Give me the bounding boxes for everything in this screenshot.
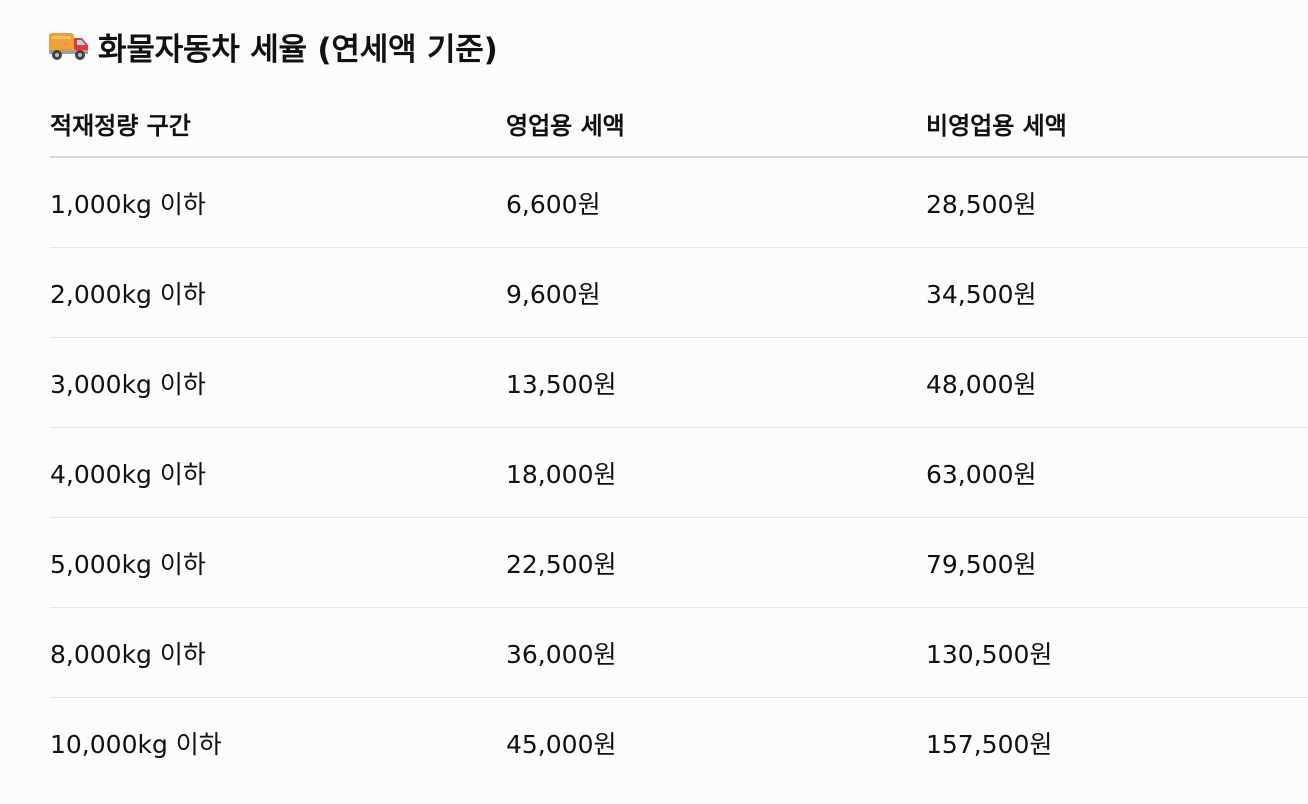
load-range-cell: 10,000kg 이하 <box>50 729 222 759</box>
noncommercial-tax-cell: 63,000원 <box>926 459 1037 489</box>
noncommercial-tax-cell: 130,500원 <box>926 639 1053 669</box>
commercial-tax-cell: 6,600원 <box>506 189 601 219</box>
page-title: 화물자동차 세율 (연세액 기준) <box>48 20 498 72</box>
commercial-tax-cell: 45,000원 <box>506 729 617 759</box>
commercial-tax-cell: 18,000원 <box>506 459 617 489</box>
table-row: 2,000kg 이하 9,600원 34,500원 <box>50 248 1308 338</box>
commercial-tax-cell: 22,500원 <box>506 549 617 579</box>
table-row: 3,000kg 이하 13,500원 48,000원 <box>50 338 1308 428</box>
page-title-text: 화물자동차 세율 (연세액 기준) <box>98 31 498 68</box>
load-range-cell: 5,000kg 이하 <box>50 549 206 579</box>
table-header-row: 적재정량 구간 영업용 세액 비영업용 세액 <box>50 90 1308 158</box>
commercial-tax-cell: 36,000원 <box>506 639 617 669</box>
load-range-cell: 3,000kg 이하 <box>50 369 206 399</box>
noncommercial-tax-cell: 79,500원 <box>926 549 1037 579</box>
column-header-load-range: 적재정량 구간 <box>50 111 191 140</box>
delivery-truck-icon <box>48 29 90 63</box>
load-range-cell: 4,000kg 이하 <box>50 459 206 489</box>
table-row: 8,000kg 이하 36,000원 130,500원 <box>50 608 1308 698</box>
load-range-cell: 2,000kg 이하 <box>50 279 206 309</box>
column-header-noncommercial-tax: 비영업용 세액 <box>926 111 1067 140</box>
table-row: 10,000kg 이하 45,000원 157,500원 <box>50 698 1308 787</box>
noncommercial-tax-cell: 28,500원 <box>926 189 1037 219</box>
commercial-tax-cell: 13,500원 <box>506 369 617 399</box>
commercial-tax-cell: 9,600원 <box>506 279 601 309</box>
noncommercial-tax-cell: 48,000원 <box>926 369 1037 399</box>
column-header-commercial-tax: 영업용 세액 <box>506 111 625 140</box>
noncommercial-tax-cell: 34,500원 <box>926 279 1037 309</box>
noncommercial-tax-cell: 157,500원 <box>926 729 1053 759</box>
table-row: 5,000kg 이하 22,500원 79,500원 <box>50 518 1308 608</box>
table-row: 4,000kg 이하 18,000원 63,000원 <box>50 428 1308 518</box>
table-row: 1,000kg 이하 6,600원 28,500원 <box>50 158 1308 248</box>
tax-rate-table: 적재정량 구간 영업용 세액 비영업용 세액 1,000kg 이하 6,600원… <box>50 90 1308 787</box>
load-range-cell: 1,000kg 이하 <box>50 189 206 219</box>
load-range-cell: 8,000kg 이하 <box>50 639 206 669</box>
